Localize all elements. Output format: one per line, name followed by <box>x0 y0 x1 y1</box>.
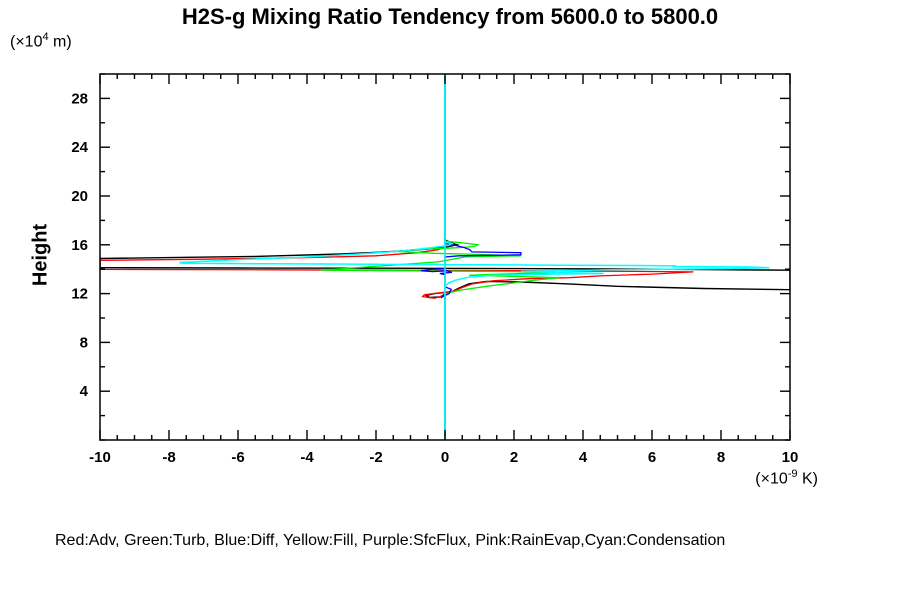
x-tick-label: -6 <box>231 449 244 466</box>
y-unit-pre: (×10 <box>10 33 43 51</box>
x-unit-post: K) <box>797 470 818 488</box>
x-unit-pre: (×10 <box>755 470 788 488</box>
x-tick-label: -2 <box>369 449 382 466</box>
x-unit-exponent: -9 <box>787 468 798 480</box>
x-tick-label: -4 <box>300 449 314 466</box>
y-tick-label: 12 <box>71 286 88 303</box>
y-axis-unit-label: (×104 m) <box>10 31 72 51</box>
x-tick-label: 8 <box>717 449 725 466</box>
series-Condensation <box>179 76 770 438</box>
series-Turb <box>320 76 559 438</box>
x-tick-label: -8 <box>162 449 175 466</box>
series-Adv <box>100 76 694 438</box>
x-tick-label: 0 <box>441 449 449 466</box>
series-Diff <box>420 76 522 438</box>
x-tick-label: 6 <box>648 449 656 466</box>
y-tick-label: 28 <box>71 90 88 107</box>
y-unit-exponent: 4 <box>42 31 49 43</box>
x-tick-label: 10 <box>782 449 799 466</box>
y-tick-label: 24 <box>71 139 88 156</box>
legend-text: Red:Adv, Green:Turb, Blue:Diff, Yellow:F… <box>55 532 726 549</box>
y-tick-label: 16 <box>71 237 88 254</box>
x-tick-label: 2 <box>510 449 518 466</box>
y-tick-label: 4 <box>80 383 89 400</box>
y-unit-post: m) <box>48 33 72 51</box>
y-tick-label: 8 <box>80 334 88 351</box>
x-tick-label: 4 <box>579 449 588 466</box>
series-group <box>100 74 790 440</box>
x-axis-unit-label: (×10-9 K) <box>0 468 818 488</box>
chart-title: H2S-g Mixing Ratio Tendency from 5600.0 … <box>181 4 719 29</box>
y-tick-label: 20 <box>71 188 88 205</box>
x-tick-label: -10 <box>89 449 111 466</box>
